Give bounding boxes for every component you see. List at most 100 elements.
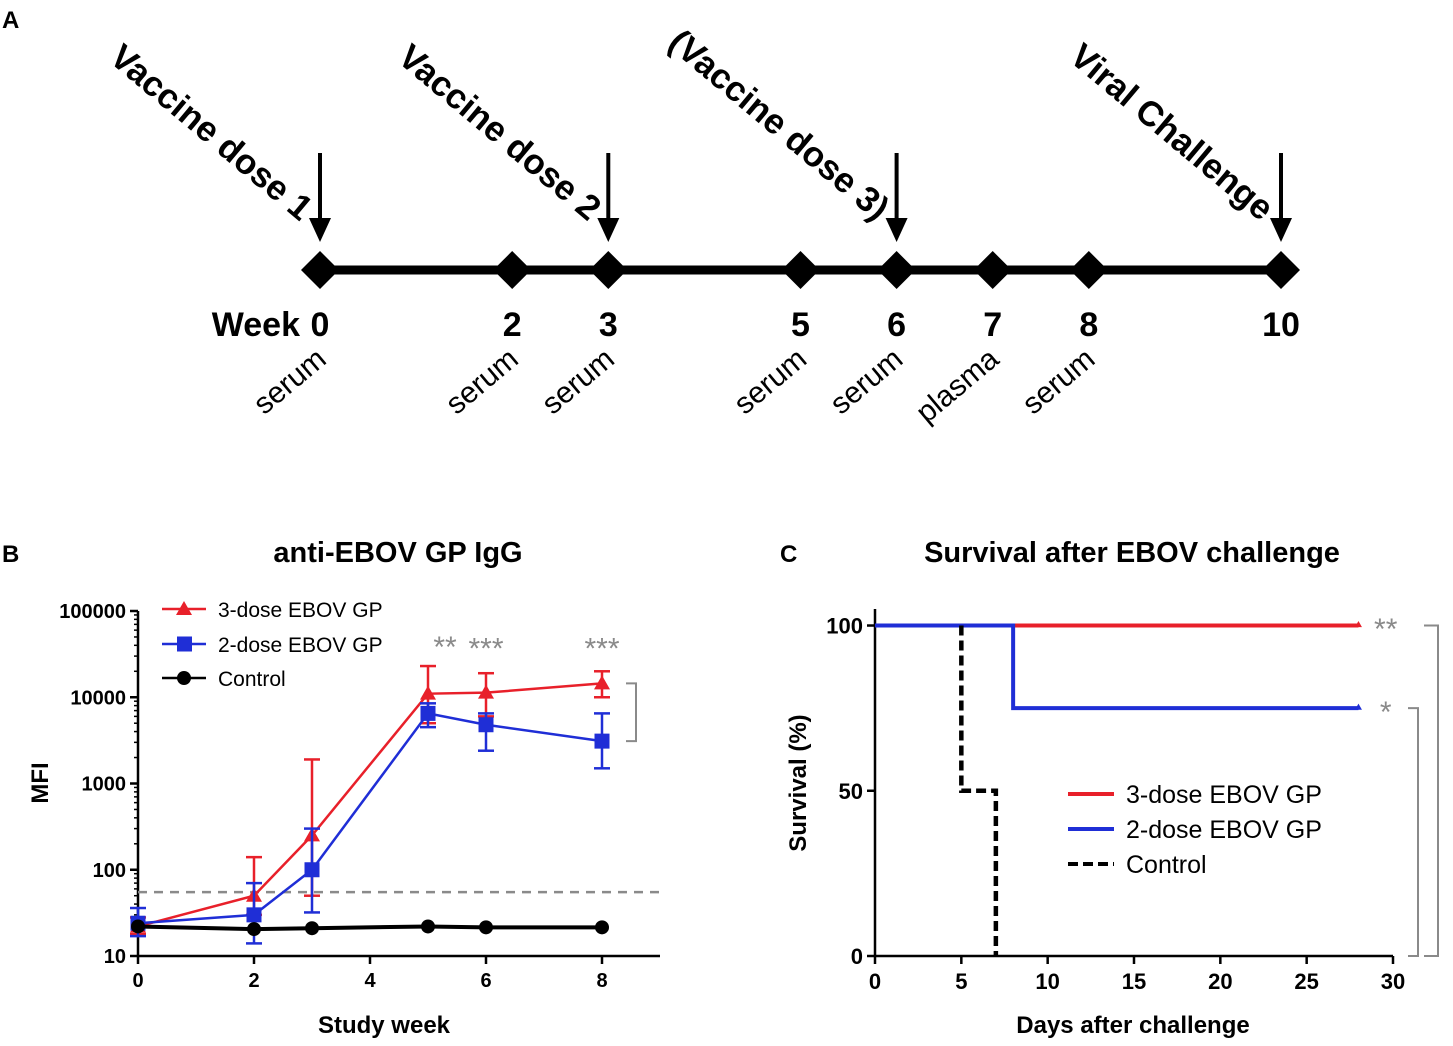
- data-point: [479, 920, 493, 935]
- series-2-dose-ebov-gp: [130, 702, 610, 945]
- data-point: [595, 920, 609, 935]
- week-number-10: 10: [1262, 306, 1300, 344]
- chart-b-y-label: MFI: [27, 762, 54, 803]
- panel-a-label: A: [2, 7, 19, 34]
- significance-annotation: **: [1374, 613, 1398, 646]
- chart-c-x-tick-label: 5: [955, 969, 967, 994]
- sample-label-week-7: plasma: [910, 342, 1006, 430]
- event-label-0: Vaccine dose 1: [103, 37, 320, 228]
- timeline-marker-week-5: [781, 251, 820, 289]
- survival-end-marker: [1354, 703, 1362, 710]
- series-line: [137, 682, 603, 928]
- significance-annotation: ***: [584, 633, 619, 666]
- legend-marker: [177, 636, 192, 652]
- chart-b-y-tick-label: 1000: [82, 774, 127, 796]
- data-point: [420, 705, 436, 721]
- chart-c-x-tick-label: 25: [1294, 969, 1318, 994]
- week-number-8: 8: [1079, 306, 1098, 344]
- event-arrow-head-2: [885, 218, 908, 242]
- data-point: [246, 907, 262, 923]
- chart-c-y-tick-label: 50: [839, 779, 863, 804]
- chart-c-x-tick-label: 10: [1035, 969, 1059, 994]
- legend-label: Control: [218, 668, 286, 691]
- chart-b-x-tick-label: 8: [596, 970, 607, 992]
- chart-b-x-tick-label: 6: [480, 970, 491, 992]
- chart-c-y-tick-label: 100: [826, 614, 863, 639]
- week-number-0: 0: [311, 306, 330, 344]
- significance-annotation: *: [1380, 696, 1392, 729]
- chart-b-title: anti-EBOV GP IgG: [273, 537, 522, 569]
- event-label-2: (Vaccine dose 3): [661, 22, 896, 228]
- chart-b-x-tick-label: 0: [132, 970, 143, 992]
- legend-marker: [177, 671, 191, 685]
- chart-b-y-tick-label: 10: [104, 946, 126, 968]
- survival-step-line: [959, 625, 999, 956]
- legend-marker: [176, 601, 192, 615]
- data-point: [478, 717, 494, 733]
- week-number-5: 5: [791, 306, 810, 344]
- sample-label-week-2: serum: [440, 342, 525, 421]
- timeline-marker-week-2: [493, 251, 532, 289]
- event-label-1: Vaccine dose 2: [391, 37, 608, 228]
- panel-c-label: C: [780, 541, 797, 568]
- chart-c-x-tick-label: 0: [869, 969, 881, 994]
- chart-b-y-tick-label: 100000: [59, 601, 126, 623]
- legend-label: 3-dose EBOV GP: [1126, 781, 1322, 809]
- data-point: [304, 862, 320, 878]
- data-point: [594, 675, 610, 690]
- legend-label: 2-dose EBOV GP: [1126, 816, 1322, 844]
- timeline-marker-week-0: [301, 251, 339, 289]
- survival-series-control: [959, 625, 999, 956]
- chart-b-y-tick-label: 10000: [70, 687, 126, 709]
- sample-label-week-5: serum: [728, 342, 813, 421]
- chart-b-x-tick-label: 4: [364, 970, 376, 992]
- significance-bracket-inner: [1408, 707, 1419, 957]
- data-point: [247, 922, 261, 937]
- chart-c-x-tick-label: 30: [1381, 969, 1405, 994]
- chart-b-x-tick-label: 2: [248, 970, 259, 992]
- week-number-3: 3: [599, 306, 618, 344]
- series-control: [131, 919, 609, 937]
- sample-label-week-3: serum: [536, 342, 621, 421]
- event-arrow-head-3: [1270, 218, 1292, 242]
- timeline-marker-week-7: [973, 251, 1012, 289]
- survival-series-2-dose-ebov-gp: [875, 623, 1362, 711]
- legend-label: 2-dose EBOV GP: [218, 634, 383, 657]
- survival-end-marker: [1354, 621, 1362, 628]
- data-point: [594, 733, 610, 749]
- data-point: [478, 684, 494, 699]
- legend-label: Control: [1126, 851, 1207, 879]
- chart-c-legend: 3-dose EBOV GP 2-dose EBOV GP Control: [1068, 781, 1322, 879]
- significance-annotation: **: [433, 631, 457, 664]
- sample-label-week-6: serum: [824, 342, 909, 421]
- data-point: [305, 921, 319, 936]
- timeline-marker-week-8: [1069, 251, 1108, 289]
- event-label-3: Viral Challenge: [1063, 36, 1281, 228]
- chart-b-y-tick-label: 100: [93, 860, 126, 882]
- timeline-marker-week-3: [589, 251, 628, 289]
- series-3-dose-ebov-gp: [130, 664, 610, 936]
- event-arrow-head-1: [597, 218, 620, 242]
- chart-b-legend: 3-dose EBOV GP 2-dose EBOV GP Control: [162, 599, 383, 691]
- chart-c-title: Survival after EBOV challenge: [924, 537, 1340, 569]
- sample-label-week-8: serum: [1016, 342, 1101, 421]
- significance-bracket-outer: [1424, 624, 1439, 957]
- week-number-7: 7: [983, 306, 1002, 344]
- survival-step-line: [875, 623, 1359, 711]
- timeline-marker-week-6: [877, 251, 916, 289]
- data-point: [131, 919, 145, 934]
- chart-c-y-label: Survival (%): [785, 714, 812, 851]
- chart-c-x-label: Days after challenge: [1016, 1012, 1249, 1039]
- week-label: Week: [212, 306, 300, 344]
- series-line: [137, 924, 602, 932]
- significance-annotation: ***: [468, 633, 503, 666]
- sample-label-week-0: serum: [247, 342, 332, 421]
- legend-label: 3-dose EBOV GP: [218, 599, 383, 622]
- timeline-marker-week-10: [1262, 251, 1300, 289]
- series-line: [137, 712, 603, 925]
- data-point: [420, 685, 436, 700]
- chart-c-x-tick-label: 20: [1208, 969, 1232, 994]
